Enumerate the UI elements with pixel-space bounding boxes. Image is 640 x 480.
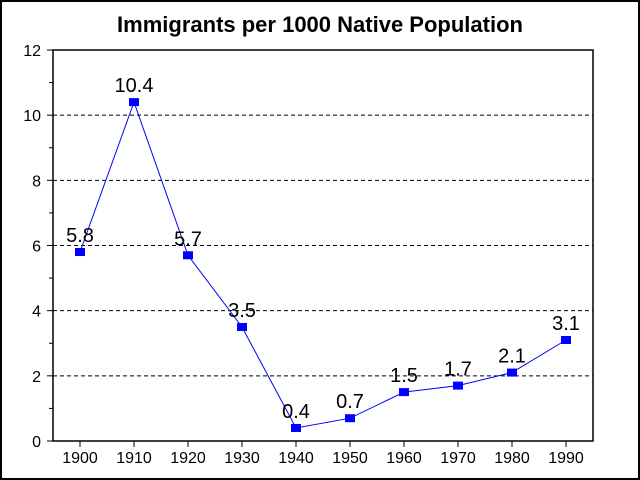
y-tick-label: 6: [32, 239, 41, 256]
y-tick-label: 12: [23, 43, 41, 60]
data-point: [507, 368, 517, 377]
data-label: 5.8: [66, 225, 94, 247]
data-point: [399, 388, 409, 397]
data-point: [345, 414, 355, 423]
x-tick-label: 1940: [278, 450, 314, 467]
data-point: [237, 322, 247, 331]
y-tick-label: 0: [32, 434, 41, 451]
y-tick-label: 8: [32, 173, 41, 190]
data-label: 1.5: [390, 365, 418, 387]
data-label: 3.1: [552, 313, 580, 335]
data-label: 1.7: [444, 359, 472, 381]
x-tick-label: 1990: [548, 450, 584, 467]
x-tick-label: 1930: [224, 450, 260, 467]
y-tick-label: 4: [32, 304, 41, 321]
x-tick-label: 1920: [170, 450, 206, 467]
data-point: [561, 335, 571, 344]
data-point: [129, 98, 139, 107]
data-point: [453, 381, 463, 390]
data-point: [291, 423, 301, 432]
data-label: 2.1: [498, 346, 526, 368]
y-tick-label: 10: [23, 108, 41, 125]
data-point: [75, 248, 85, 257]
data-label: 0.4: [282, 401, 310, 423]
x-tick-label: 1980: [494, 450, 530, 467]
data-label: 0.7: [336, 391, 364, 413]
y-tick-label: 2: [32, 369, 41, 386]
x-tick-label: 1960: [386, 450, 422, 467]
x-tick-label: 1970: [440, 450, 476, 467]
data-label: 3.5: [228, 300, 256, 322]
x-tick-label: 1910: [116, 450, 152, 467]
x-tick-label: 1900: [62, 450, 98, 467]
x-tick-label: 1950: [332, 450, 368, 467]
series-line: [79, 100, 567, 429]
chart-title: Immigrants per 1000 Native Population: [117, 12, 523, 37]
data-label: 10.4: [115, 75, 154, 97]
data-label: 5.7: [174, 228, 202, 250]
data-point: [183, 251, 193, 260]
